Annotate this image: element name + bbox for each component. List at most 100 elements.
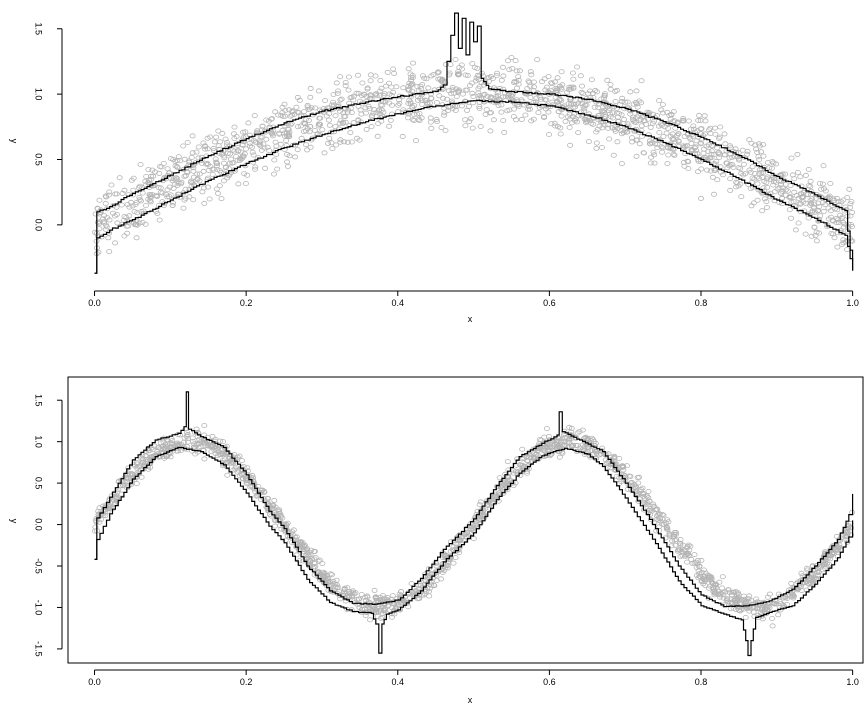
- scatter-point: [695, 158, 702, 164]
- scatter-point: [494, 90, 501, 96]
- scatter-point: [298, 135, 305, 141]
- scatter-point: [818, 186, 825, 192]
- scatter-point: [269, 502, 276, 508]
- scatter-point: [189, 150, 196, 156]
- scatter-point: [114, 220, 121, 226]
- scatter-point: [139, 190, 146, 196]
- scatter-point: [545, 433, 552, 439]
- scatter-point: [452, 57, 459, 63]
- scatter-point: [605, 125, 612, 131]
- scatter-point: [337, 137, 344, 143]
- scatter-point: [243, 481, 250, 487]
- scatter-point: [350, 93, 357, 99]
- scatter-point: [664, 109, 671, 115]
- scatter-point: [112, 240, 119, 246]
- scatter-point: [607, 82, 614, 88]
- scatter-point: [219, 451, 226, 457]
- scatter-point: [326, 111, 333, 117]
- scatter-point: [515, 103, 522, 109]
- scatter-point: [751, 613, 758, 619]
- scatter-point: [108, 493, 115, 499]
- scatter-point: [808, 233, 815, 239]
- x-tick-label: 1.0: [846, 677, 859, 687]
- scatter-point: [751, 176, 758, 182]
- scatter-point: [475, 515, 482, 521]
- scatter-point: [740, 172, 747, 178]
- scatter-point: [522, 112, 529, 118]
- scatter-point: [324, 140, 331, 146]
- scatter-point: [363, 126, 370, 132]
- scatter-point: [611, 454, 618, 460]
- scatter-point: [562, 118, 569, 124]
- scatter-point: [551, 120, 558, 126]
- scatter-point: [281, 130, 288, 136]
- scatter-point: [712, 131, 719, 137]
- scatter-point: [462, 117, 469, 123]
- scatter-point: [567, 97, 574, 103]
- scatter-point: [680, 550, 687, 556]
- bottom-scatter-points: [91, 423, 856, 629]
- scatter-point: [604, 122, 611, 128]
- scatter-point: [524, 470, 531, 476]
- scatter-point: [161, 446, 168, 452]
- scatter-point: [835, 545, 842, 551]
- scatter-point: [773, 598, 780, 604]
- scatter-point: [656, 528, 663, 534]
- scatter-point: [301, 121, 308, 127]
- scatter-point: [373, 110, 380, 116]
- scatter-point: [212, 156, 219, 162]
- scatter-point: [723, 160, 730, 166]
- scatter-point: [670, 109, 677, 115]
- scatter-point: [550, 102, 557, 108]
- scatter-point: [355, 117, 362, 123]
- scatter-point: [126, 204, 133, 210]
- scatter-point: [293, 552, 300, 558]
- scatter-point: [362, 110, 369, 116]
- scatter-point: [754, 149, 761, 155]
- scatter-point: [685, 550, 692, 556]
- scatter-point: [391, 70, 398, 76]
- scatter-point: [593, 140, 600, 146]
- scatter-point: [663, 130, 670, 136]
- scatter-point: [217, 452, 224, 458]
- scatter-point: [808, 192, 815, 198]
- scatter-point: [688, 140, 695, 146]
- scatter-point: [702, 155, 709, 161]
- scatter-point: [710, 586, 717, 592]
- scatter-point: [714, 177, 721, 183]
- scatter-point: [106, 249, 113, 255]
- scatter-point: [252, 166, 259, 172]
- scatter-point: [180, 167, 187, 173]
- scatter-point: [575, 130, 582, 136]
- scatter-point: [319, 127, 326, 133]
- scatter-point: [592, 87, 599, 93]
- scatter-point: [573, 435, 580, 441]
- scatter-point: [433, 560, 440, 566]
- scatter-point: [768, 165, 775, 171]
- scatter-point: [396, 100, 403, 106]
- scatter-point: [142, 178, 149, 184]
- scatter-point: [543, 426, 550, 432]
- scatter-point: [574, 119, 581, 125]
- scatter-point: [763, 180, 770, 186]
- scatter-point: [249, 475, 256, 481]
- scatter-point: [182, 195, 189, 201]
- scatter-point: [719, 585, 726, 591]
- scatter-point: [549, 81, 556, 87]
- scatter-point: [694, 151, 701, 157]
- scatter-point: [161, 453, 168, 459]
- scatter-point: [345, 107, 352, 113]
- scatter-point: [378, 85, 385, 91]
- scatter-point: [746, 593, 753, 599]
- scatter-point: [819, 181, 826, 187]
- scatter-point: [646, 138, 653, 144]
- scatter-point: [495, 102, 502, 108]
- scatter-point: [406, 97, 413, 103]
- scatter-point: [477, 124, 484, 130]
- scatter-point: [598, 451, 605, 457]
- scatter-point: [595, 105, 602, 111]
- scatter-point: [732, 153, 739, 159]
- scatter-point: [707, 155, 714, 161]
- scatter-point: [177, 447, 184, 453]
